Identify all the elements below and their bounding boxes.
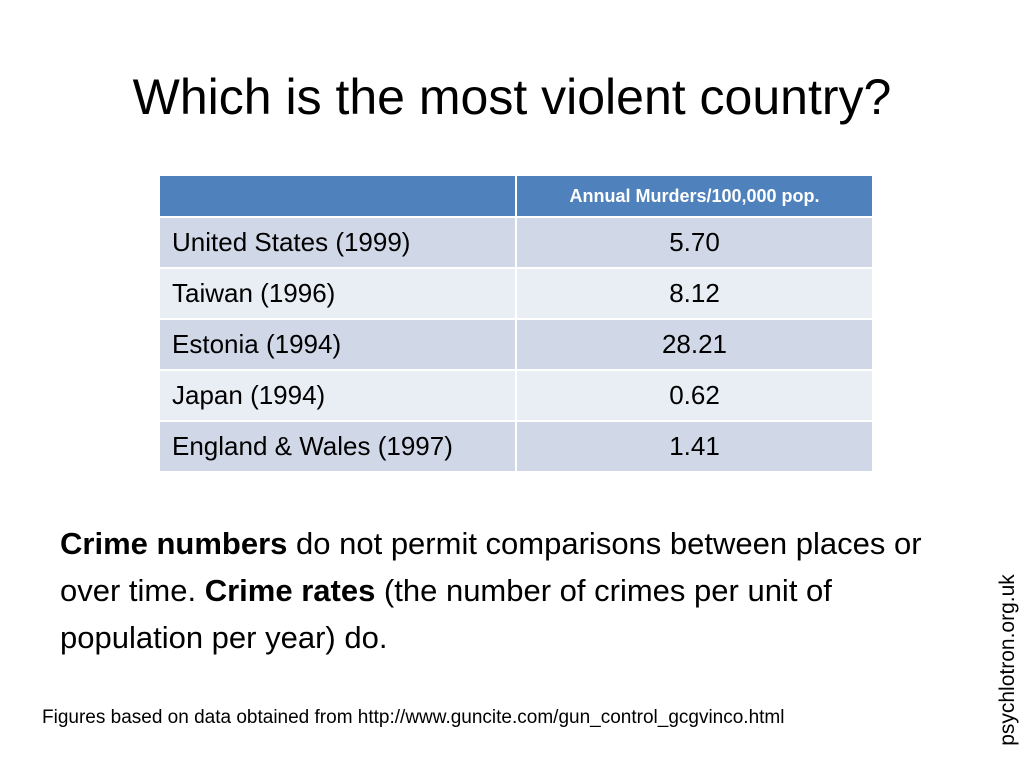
rate-cell: 0.62: [516, 369, 872, 421]
header-blank-cell: [160, 176, 517, 217]
table-header-row: Annual Murders/100,000 pop.: [160, 176, 872, 217]
explanation-paragraph: Crime numbers do not permit comparisons …: [60, 520, 980, 661]
country-cell: Taiwan (1996): [160, 267, 517, 319]
table-row: Japan (1994) 0.62: [160, 369, 872, 421]
crime-numbers-term: Crime numbers: [60, 526, 288, 561]
rate-cell: 8.12: [516, 267, 872, 319]
rate-cell: 1.41: [516, 420, 872, 471]
country-cell: United States (1999): [160, 216, 517, 268]
table-row: Estonia (1994) 28.21: [160, 318, 872, 370]
country-cell: Estonia (1994): [160, 318, 517, 370]
crime-rates-term: Crime rates: [204, 573, 376, 608]
slide-title: Which is the most violent country?: [132, 69, 892, 125]
header-murder-rate: Annual Murders/100,000 pop.: [516, 176, 872, 217]
explanation-text-2: (the number of crimes per unit of popula…: [60, 573, 832, 655]
country-cell: Japan (1994): [160, 369, 517, 421]
source-footnote: Figures based on data obtained from http…: [42, 707, 785, 728]
side-credit: psychlotron.org.uk: [996, 574, 1019, 746]
table-row: England & Wales (1997) 1.41: [160, 420, 872, 471]
explanation-text-1: do not permit comparisons between places…: [60, 526, 922, 608]
murder-rate-table: Annual Murders/100,000 pop. United State…: [160, 176, 872, 471]
rate-cell: 28.21: [516, 318, 872, 370]
table-row: Taiwan (1996) 8.12: [160, 267, 872, 319]
rate-cell: 5.70: [516, 216, 872, 268]
table-row: United States (1999) 5.70: [160, 216, 872, 268]
country-cell: England & Wales (1997): [160, 420, 517, 471]
